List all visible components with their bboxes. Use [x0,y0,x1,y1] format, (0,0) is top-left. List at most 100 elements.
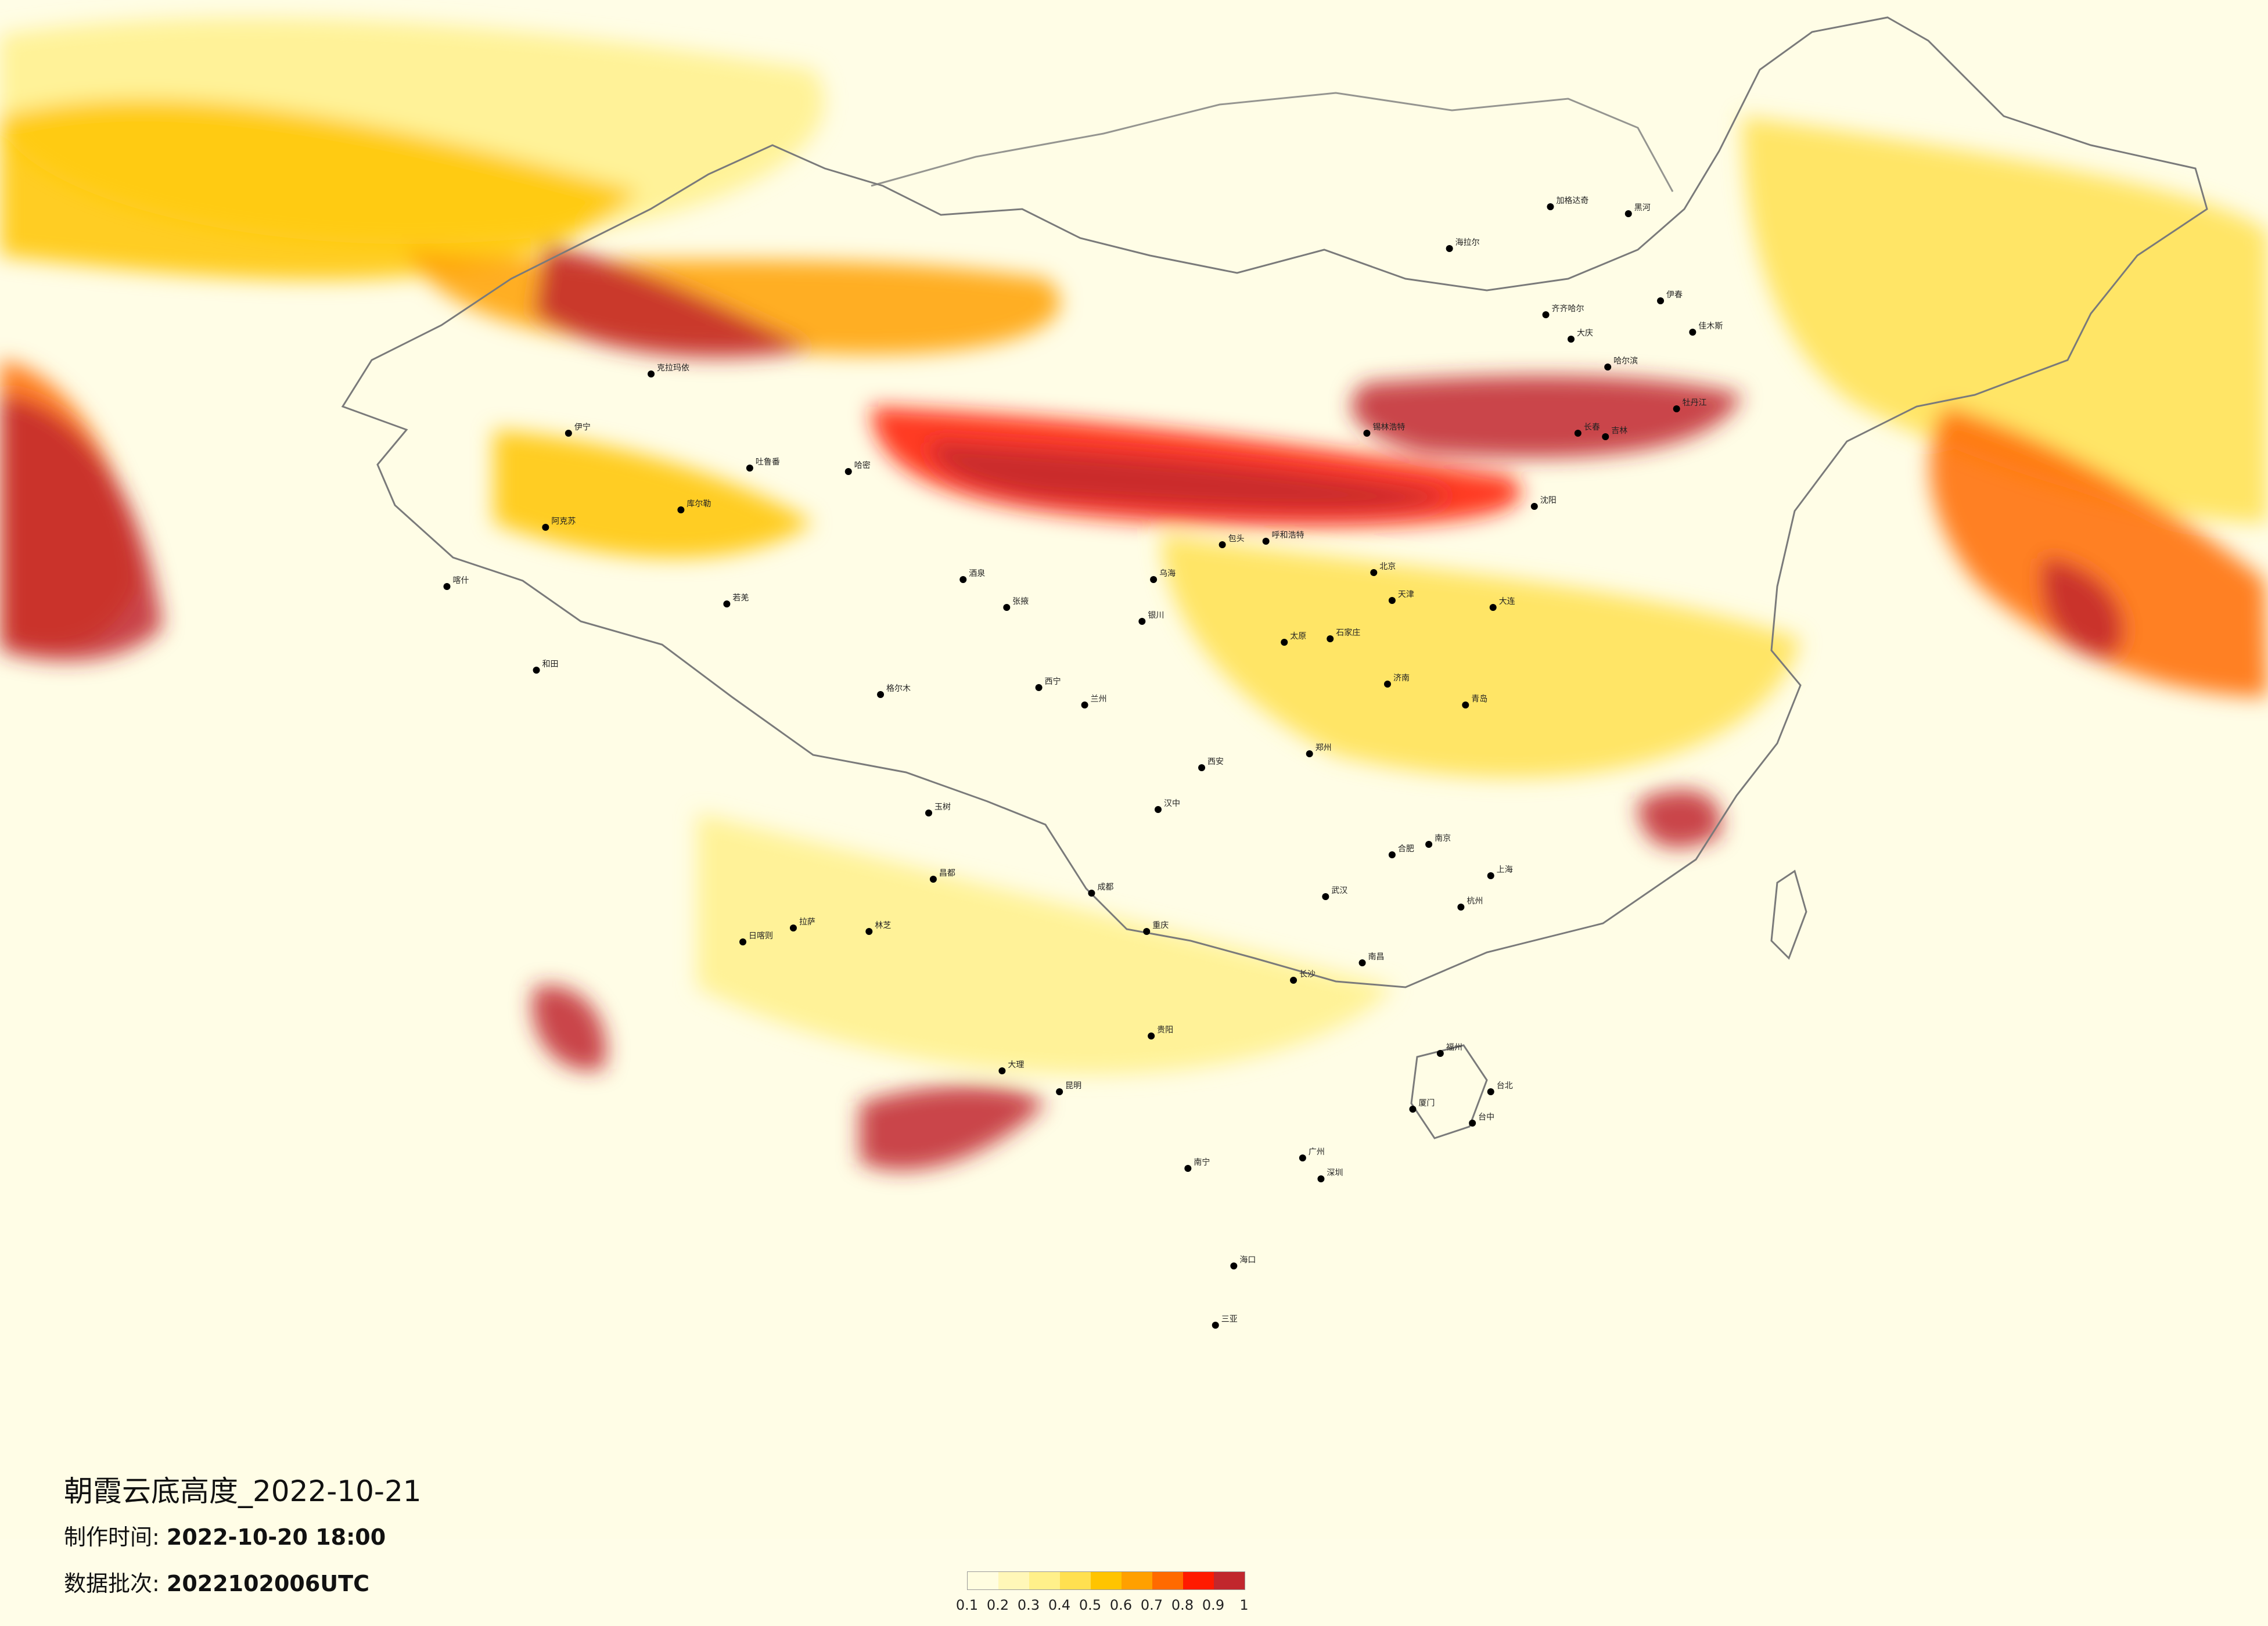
legend-swatch [1122,1572,1152,1589]
city-label: 和田 [542,660,559,669]
city-label: 乌海 [1159,569,1176,578]
city-dot [723,600,731,607]
made-time-label: 制作时间: [64,1524,160,1550]
city-label: 加格达奇 [1556,196,1588,206]
city-label: 广州 [1309,1147,1325,1157]
city-label: 三亚 [1221,1315,1238,1324]
city-label: 武汉 [1331,886,1347,895]
city-dot [565,430,572,437]
city-dot [929,876,937,883]
city-dot [1388,597,1396,604]
city-dot [443,583,451,590]
city-dot [1281,639,1288,646]
city-dot [877,691,885,698]
legend-swatch [1029,1572,1060,1589]
city-label: 佳木斯 [1698,322,1723,331]
cloud-blob [532,985,606,1071]
city-dot [1003,604,1011,611]
city-label: 林芝 [875,921,891,930]
city-label: 酒泉 [969,569,985,578]
city-label: 长沙 [1299,970,1315,979]
city-label: 青岛 [1471,695,1487,704]
legend-tick-label: 0.3 [1017,1597,1040,1613]
legend-swatch [1183,1572,1214,1589]
cloud-blob [1638,790,1721,848]
city-dot [1436,1050,1444,1057]
city-label: 沈阳 [1540,496,1557,505]
city-label: 厦门 [1418,1099,1435,1108]
city-dot [1184,1165,1192,1172]
city-dot [739,938,747,945]
city-dot [1306,750,1313,757]
legend-tick-label: 0.9 [1202,1597,1225,1613]
legend-tick-label: 0.4 [1048,1597,1071,1613]
city-dot [1657,297,1665,304]
map-title: 朝霞云底高度_2022-10-21 [64,1474,422,1508]
city-label: 长春 [1584,423,1600,432]
city-label: 阿克苏 [551,517,576,526]
city-dot [998,1067,1006,1074]
cloud-blob [0,395,163,661]
city-label: 南昌 [1368,952,1385,962]
city-label: 喀什 [453,576,469,585]
taiwan-border [1770,869,1807,960]
city-label: 杭州 [1467,897,1483,906]
city-label: 南京 [1435,834,1451,843]
cloud-blob [697,813,1394,1074]
city-label: 若羌 [732,593,749,603]
data-batch: 数据批次: 2022102006UTC [64,1566,369,1598]
city-dot [677,506,685,513]
legend-tick-label: 0.6 [1109,1597,1133,1613]
city-dot [1604,364,1612,370]
city-dot [542,524,549,531]
city-dot [1088,890,1095,897]
city-label: 台中 [1478,1113,1494,1122]
city-dot [1425,841,1433,848]
city-label: 贵阳 [1157,1026,1173,1035]
city-dot [1219,541,1226,548]
city-label: 黑河 [1634,203,1651,213]
city-label: 大连 [1499,597,1515,606]
legend-tick-label: 0.8 [1171,1597,1194,1613]
city-label: 海口 [1239,1256,1256,1265]
cloud-blob [2042,557,2123,657]
legend-tick-label: 0.7 [1140,1597,1163,1613]
city-dot [1689,329,1696,336]
legend-swatch [1152,1572,1183,1589]
legend-tick-label: 0.1 [955,1597,979,1613]
city-dot [844,468,852,475]
city-label: 哈密 [854,461,871,470]
city-label: 日喀则 [749,931,773,941]
city-dot [1574,430,1582,437]
city-label: 呼和浩特 [1272,531,1304,540]
city-dot [1317,1175,1325,1182]
city-dot [1487,1088,1494,1095]
city-label: 深圳 [1327,1168,1343,1178]
city-dot [746,465,753,472]
city-label: 重庆 [1152,921,1169,930]
city-dot [1542,311,1550,318]
city-label: 克拉玛依 [657,364,689,373]
city-dot [1370,569,1378,576]
cloud-layers [0,18,2268,1171]
city-dot [1056,1088,1063,1095]
city-dot [1363,430,1371,437]
city-dot [1230,1262,1238,1269]
hainan-border [1410,1044,1488,1139]
city-dot [1624,210,1632,217]
cloud-blob [0,99,639,280]
city-dot [1035,684,1043,691]
legend-swatch [968,1572,998,1589]
city-dot [1212,1322,1219,1329]
city-label: 福州 [1446,1043,1462,1052]
made-time-value: 2022-10-20 18:00 [166,1524,386,1550]
city-label: 郑州 [1315,743,1332,753]
city-dot [789,924,797,931]
city-label: 北京 [1379,562,1396,571]
legend-tick-label: 1 [1239,1597,1249,1613]
city-label: 台北 [1497,1081,1513,1091]
city-dot [1409,1106,1417,1113]
city-dot [1673,405,1680,412]
city-dot [925,810,932,816]
